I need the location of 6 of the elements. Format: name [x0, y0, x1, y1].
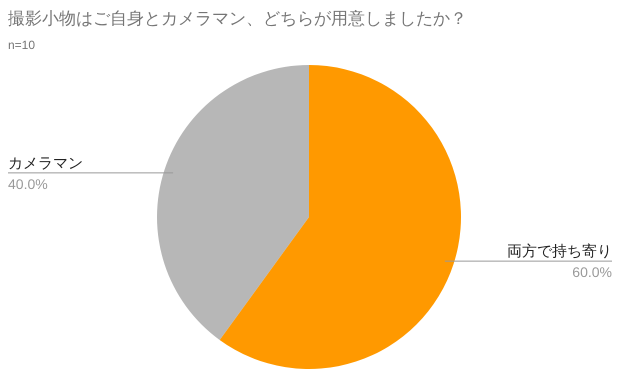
slice-label: カメラマン — [8, 154, 83, 172]
data-label: 40.0% — [8, 176, 48, 192]
data-label: 60.0% — [572, 264, 612, 280]
chart-title: 撮影小物はご自身とカメラマン、どちらが用意しましたか？ — [8, 9, 467, 28]
slice-label: 両方で持ち寄り — [507, 243, 612, 260]
chart-subtitle: n=10 — [8, 38, 36, 52]
